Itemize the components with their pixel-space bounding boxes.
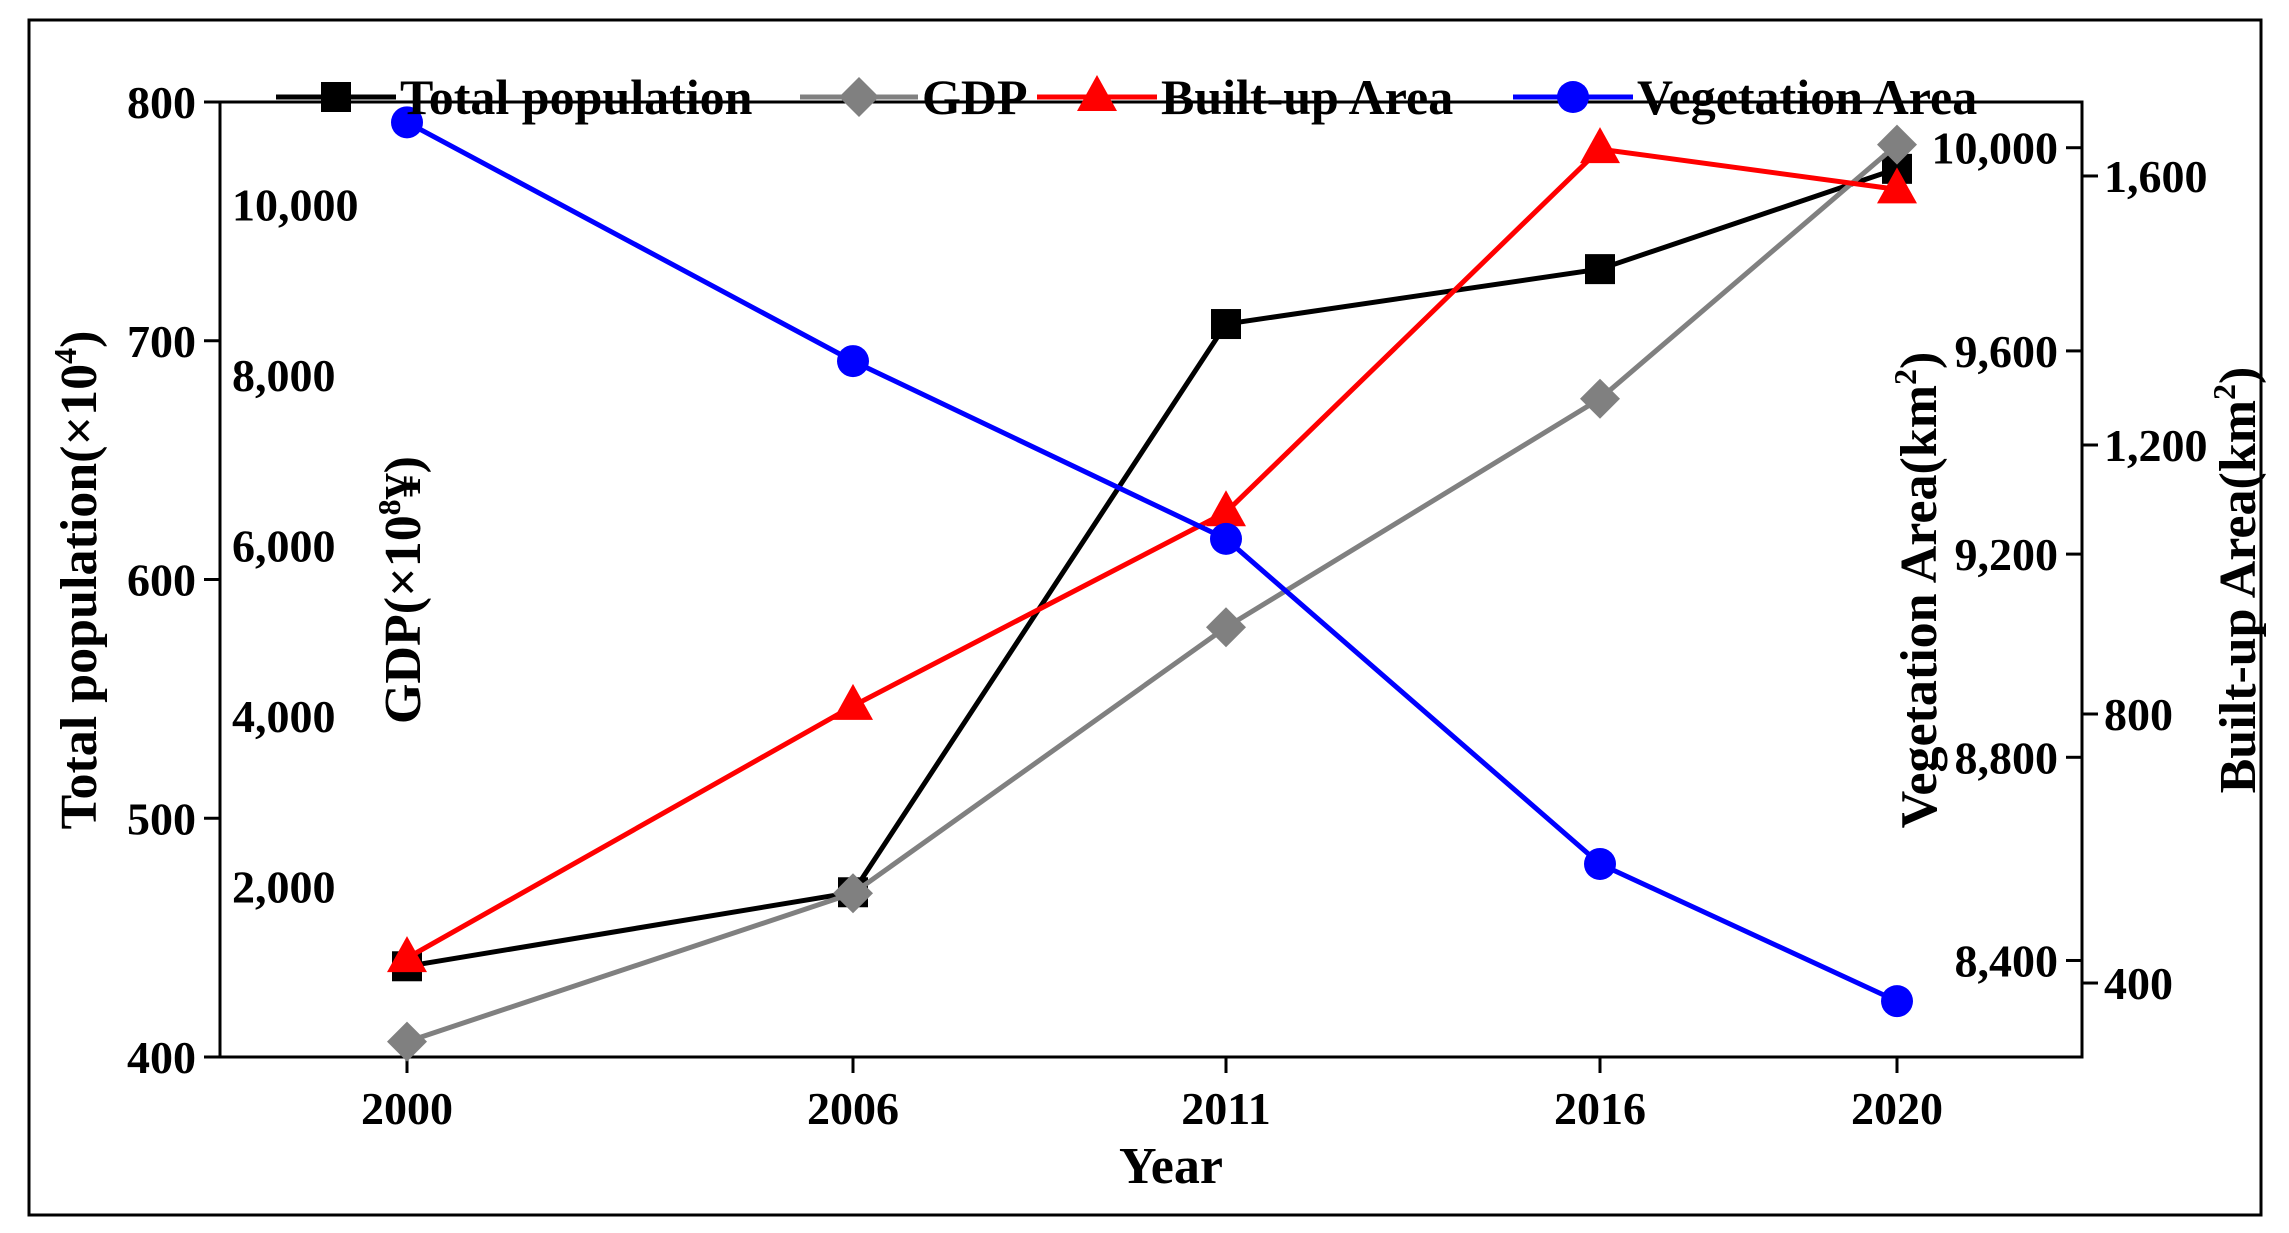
axes-layer: 2000 2006 2011 2016 2020 Year 400 500 600 700 800 2… <box>47 77 2267 1195</box>
data-point <box>1206 607 1246 648</box>
data-point <box>1580 127 1620 164</box>
data-point <box>391 106 423 139</box>
vegetation-axis-label: Vegetation Area(km2) <box>1887 352 1948 829</box>
builtup-tick-label: 800 <box>2104 689 2173 740</box>
gdp-axis-label: GDP(×108¥) <box>371 456 432 724</box>
series-line <box>406 142 1899 1045</box>
legend-label: GDP <box>922 69 1028 125</box>
legend-label: Total population <box>400 69 753 125</box>
legend-marker <box>839 77 879 117</box>
builtup-tick-label: 1,600 <box>2104 151 2208 202</box>
data-point <box>833 873 873 914</box>
data-point <box>1211 309 1241 340</box>
vegetation-tick-label: 10,000 <box>1932 123 2059 174</box>
series-line <box>405 146 1898 961</box>
legend: Total population GDP Built-up Area Vegetati… <box>276 69 1977 125</box>
series-line <box>405 120 1899 1004</box>
population-tick-label: 700 <box>127 316 196 367</box>
legend-item: GDP <box>800 69 1028 125</box>
gdp-tick-label: 6,000 <box>232 520 336 571</box>
population-axis-label: Total population(×104) <box>47 331 108 830</box>
data-point <box>837 345 869 378</box>
gdp-tick-label: 4,000 <box>232 691 336 742</box>
data-point <box>1580 378 1620 419</box>
series-triangle <box>387 127 1917 973</box>
x-tick-label: 2020 <box>1851 1083 1943 1134</box>
series-line <box>406 166 1898 969</box>
data-point <box>1584 847 1616 880</box>
series-layer <box>387 106 1917 1062</box>
gdp-tick-label: 8,000 <box>232 350 336 401</box>
data-point <box>1585 254 1615 285</box>
x-tick-label: 2011 <box>1181 1083 1270 1134</box>
x-tick-label: 2016 <box>1554 1083 1646 1134</box>
vegetation-tick-label: 8,800 <box>1955 732 2059 783</box>
data-point <box>1881 985 1913 1018</box>
legend-label: Built-up Area <box>1161 69 1453 125</box>
legend-label: Vegetation Area <box>1637 69 1977 125</box>
legend-marker <box>1077 75 1117 111</box>
data-point <box>387 936 427 973</box>
vegetation-tick-label: 8,400 <box>1955 935 2059 986</box>
data-point <box>1210 522 1242 555</box>
x-tick-label: 2000 <box>361 1083 453 1134</box>
population-tick-label: 800 <box>127 77 196 128</box>
data-point <box>1877 124 1917 165</box>
vegetation-tick-label: 9,200 <box>1955 529 2059 580</box>
builtup-tick-label: 400 <box>2104 958 2173 1009</box>
x-axis-label: Year <box>1119 1138 1223 1195</box>
series-diamond <box>387 124 1917 1062</box>
data-point <box>833 683 873 720</box>
legend-marker <box>321 82 351 112</box>
builtup-axis-label: Built-up Area(km2) <box>2206 367 2267 794</box>
data-point <box>1206 490 1246 527</box>
data-point <box>387 1021 427 1062</box>
figure-frame <box>27 18 2263 1217</box>
gdp-tick-label: 2,000 <box>232 861 336 912</box>
legend-item: Vegetation Area <box>1513 69 1977 125</box>
series-square <box>392 153 1912 982</box>
data-point <box>1877 167 1917 204</box>
population-tick-label: 400 <box>127 1032 196 1083</box>
population-tick-label: 600 <box>127 555 196 606</box>
legend-item: Built-up Area <box>1037 69 1453 125</box>
builtup-tick-label: 1,200 <box>2104 420 2208 471</box>
series-circle <box>391 106 1913 1018</box>
x-tick-label: 2006 <box>807 1083 899 1134</box>
legend-item: Total population <box>276 69 753 125</box>
plot-frame <box>218 100 2084 1059</box>
vegetation-tick-label: 9,600 <box>1955 326 2059 377</box>
legend-marker <box>1557 81 1589 113</box>
population-tick-label: 500 <box>127 793 196 844</box>
gdp-tick-label: 10,000 <box>232 179 359 230</box>
